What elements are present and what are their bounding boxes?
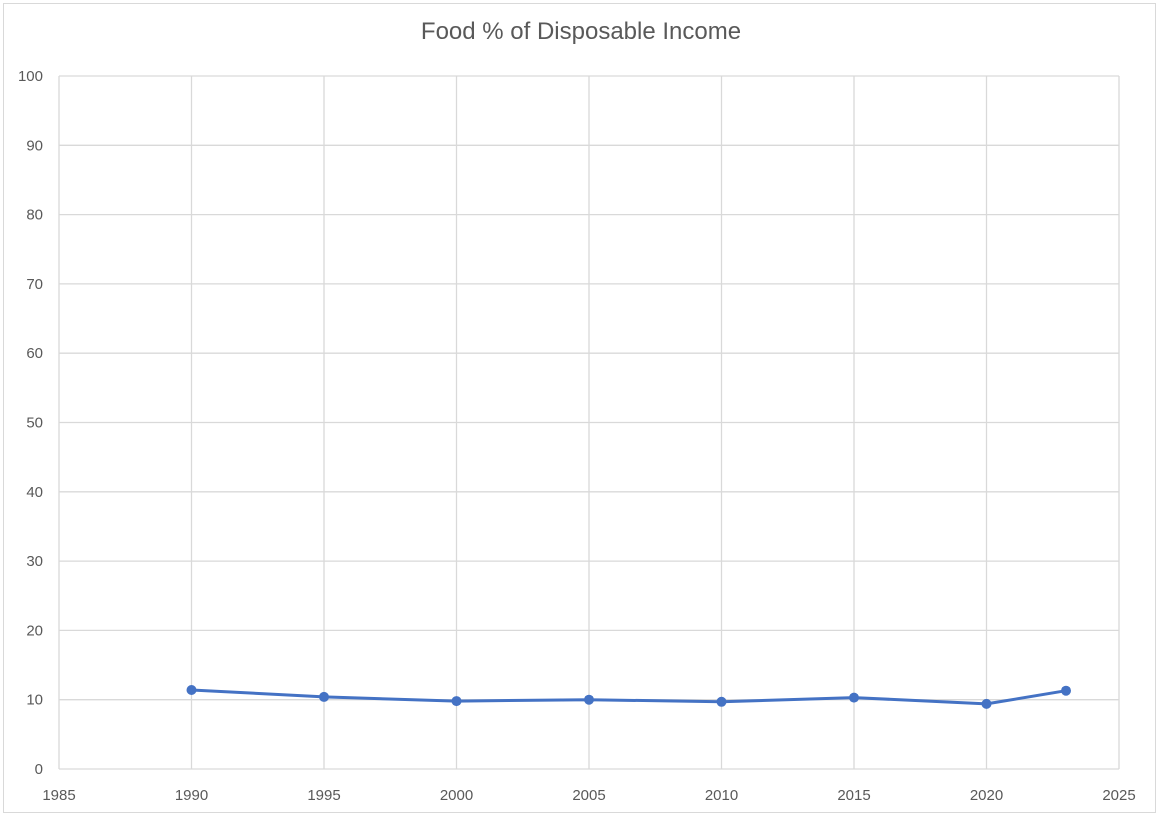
y-tick-label-90: 90 — [26, 137, 43, 154]
y-tick-label-70: 70 — [26, 276, 43, 293]
y-tick-label-10: 10 — [26, 692, 43, 709]
y-tick-label-50: 50 — [26, 415, 43, 432]
x-tick-label-2005: 2005 — [572, 787, 605, 804]
chart-area — [3, 3, 1156, 813]
x-tick-label-2020: 2020 — [970, 787, 1003, 804]
y-tick-label-80: 80 — [26, 207, 43, 224]
data-point-2020 — [981, 698, 992, 709]
y-tick-label-60: 60 — [26, 345, 43, 362]
x-tick-label-2010: 2010 — [705, 787, 738, 804]
y-tick-label-20: 20 — [26, 622, 43, 639]
data-point-1990 — [186, 684, 197, 695]
axis-labels: 0 10 20 30 40 50 60 70 80 90 100 1985 1990 1995 2000 20… — [18, 68, 1136, 804]
y-tick-label-30: 30 — [26, 553, 43, 570]
grid-lines — [58, 75, 1120, 770]
x-tick-label-1995: 1995 — [307, 787, 340, 804]
series-line-0 — [190, 688, 1068, 706]
x-tick-label-2000: 2000 — [440, 787, 473, 804]
x-tick-label-2015: 2015 — [837, 787, 870, 804]
x-tick-label-1990: 1990 — [175, 787, 208, 804]
data-point-1995 — [319, 691, 329, 702]
data-point-2023 — [1061, 685, 1071, 696]
data-point-2005 — [584, 694, 594, 705]
series-food-pct — [186, 684, 1071, 709]
y-tick-label-40: 40 — [26, 484, 43, 501]
x-tick-label-2025: 2025 — [1102, 787, 1135, 804]
data-point-2010 — [716, 696, 727, 707]
data-point-2000 — [451, 696, 462, 707]
x-tick-label-1985: 1985 — [42, 787, 75, 804]
data-point-2015 — [849, 692, 859, 703]
y-tick-label-0: 0 — [35, 761, 43, 778]
chart-title: Food % of Disposable Income — [420, 18, 742, 45]
y-tick-label-100: 100 — [18, 68, 43, 85]
